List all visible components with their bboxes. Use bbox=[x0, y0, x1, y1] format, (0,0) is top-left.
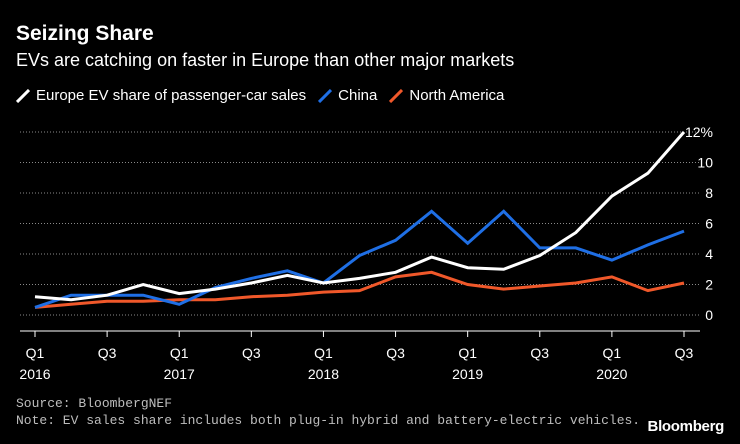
legend-item-china: China bbox=[318, 86, 377, 106]
legend-item-north-america: North America bbox=[389, 86, 504, 106]
y-tick-label-2: 2 bbox=[705, 277, 713, 293]
y-tick-label-6: 6 bbox=[705, 216, 713, 232]
y-tick-label-10: 10 bbox=[697, 155, 713, 171]
y-tick-label-0: 0 bbox=[705, 307, 713, 323]
series-line-china bbox=[34, 209, 685, 309]
legend-label-china: China bbox=[338, 87, 378, 104]
source-note: Source: BloombergNEF bbox=[16, 396, 173, 411]
x-tick-label-quarter: Q1 bbox=[26, 345, 45, 361]
chart-title: Seizing Share bbox=[16, 22, 154, 45]
legend-swatch-china bbox=[318, 89, 333, 103]
x-tick-label-quarter: Q3 bbox=[675, 345, 694, 361]
x-tick-label-year: 2019 bbox=[452, 366, 483, 382]
legend-label-north-america: North America bbox=[409, 87, 505, 104]
x-tick-label-quarter: Q3 bbox=[98, 345, 117, 361]
legend-swatch-europe bbox=[16, 89, 30, 103]
legend-label-europe: Europe EV share of passenger-car sales bbox=[36, 87, 307, 104]
legend: Europe EV share of passenger-car sales C… bbox=[16, 86, 516, 106]
x-tick-label-quarter: Q1 bbox=[170, 345, 189, 361]
y-tick-label-8: 8 bbox=[705, 185, 713, 201]
x-tick-label-year: 2016 bbox=[19, 366, 50, 382]
x-tick-label-quarter: Q1 bbox=[603, 345, 622, 361]
footnote: Note: EV sales share includes both plug-… bbox=[16, 413, 641, 428]
x-tick-label-quarter: Q3 bbox=[386, 345, 405, 361]
x-tick-label-quarter: Q3 bbox=[242, 345, 261, 361]
x-tick-label-quarter: Q1 bbox=[458, 345, 477, 361]
y-tick-label-4: 4 bbox=[705, 246, 713, 262]
bloomberg-logo: Bloomberg bbox=[647, 418, 725, 435]
series-line-north-america bbox=[34, 270, 685, 309]
x-tick-label-year: 2020 bbox=[596, 366, 627, 382]
chart-subtitle: EVs are catching on faster in Europe tha… bbox=[16, 50, 515, 70]
x-tick-label-quarter: Q1 bbox=[314, 345, 333, 361]
y-tick-label-12: 12% bbox=[685, 124, 713, 140]
x-tick-label-quarter: Q3 bbox=[530, 345, 549, 361]
x-tick-label-year: 2017 bbox=[164, 366, 195, 382]
legend-item-europe: Europe EV share of passenger-car sales bbox=[16, 86, 306, 106]
x-tick-label-year: 2018 bbox=[308, 366, 339, 382]
legend-swatch-north-america bbox=[389, 89, 404, 103]
series-line-europe bbox=[34, 131, 686, 302]
